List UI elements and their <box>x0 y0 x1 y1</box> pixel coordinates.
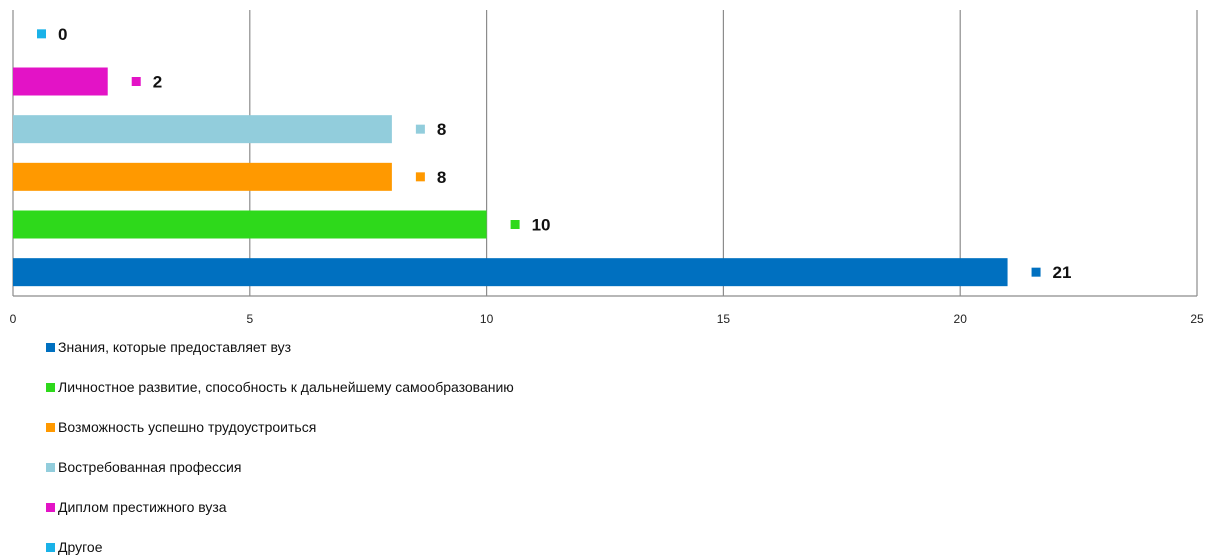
legend-label: Востребованная профессия <box>58 459 242 475</box>
bar <box>13 210 487 239</box>
data-label-marker <box>415 124 425 134</box>
x-tick-label: 0 <box>10 312 17 326</box>
legend-swatch <box>46 342 55 352</box>
data-label-marker <box>510 220 520 229</box>
legend-item: Личностное развитие, способность к дальн… <box>46 377 514 397</box>
x-tick-label: 10 <box>480 312 494 326</box>
legend-label: Диплом престижного вуза <box>58 499 227 515</box>
legend-label: Личностное развитие, способность к дальн… <box>58 379 514 395</box>
legend-swatch <box>46 502 55 512</box>
data-label-markers <box>37 29 1041 277</box>
x-axis-ticks: 0 5 10 15 20 25 <box>10 312 1204 326</box>
legend-item: Знания, которые предоставляет вуз <box>46 337 514 357</box>
legend-item: Другое <box>46 537 514 557</box>
bar <box>13 258 1008 287</box>
data-label-marker <box>1031 267 1041 277</box>
data-label: 8 <box>437 168 446 187</box>
legend-label: Возможность успешно трудоустроиться <box>58 419 317 435</box>
data-label: 2 <box>153 73 162 92</box>
bar <box>13 115 392 144</box>
legend-label: Другое <box>58 539 103 555</box>
bars <box>13 67 1008 287</box>
legend-item: Диплом престижного вуза <box>46 497 514 517</box>
data-label: 10 <box>532 216 551 235</box>
legend-swatch <box>46 462 55 472</box>
data-label-marker <box>131 77 141 86</box>
legend-item: Востребованная профессия <box>46 457 514 477</box>
data-label: 8 <box>437 120 446 139</box>
legend-swatch <box>46 422 55 432</box>
legend-swatch <box>46 382 55 392</box>
legend: Знания, которые предоставляет вуз Личност… <box>46 337 514 557</box>
legend-item: Возможность успешно трудоустроиться <box>46 417 514 437</box>
bar <box>13 162 392 191</box>
data-label: 21 <box>1053 263 1072 282</box>
x-tick-label: 15 <box>717 312 731 326</box>
data-label-marker <box>37 29 46 39</box>
bar <box>13 67 108 96</box>
legend-swatch <box>46 542 55 552</box>
legend-label: Знания, которые предоставляет вуз <box>58 339 292 355</box>
x-tick-label: 20 <box>954 312 968 326</box>
grid-lines <box>12 10 1198 297</box>
x-tick-label: 25 <box>1190 312 1204 326</box>
data-labels: 21 10 8 8 2 0 <box>58 25 1071 282</box>
data-label: 0 <box>58 25 67 44</box>
x-tick-label: 5 <box>246 312 253 326</box>
data-label-marker <box>415 172 425 182</box>
